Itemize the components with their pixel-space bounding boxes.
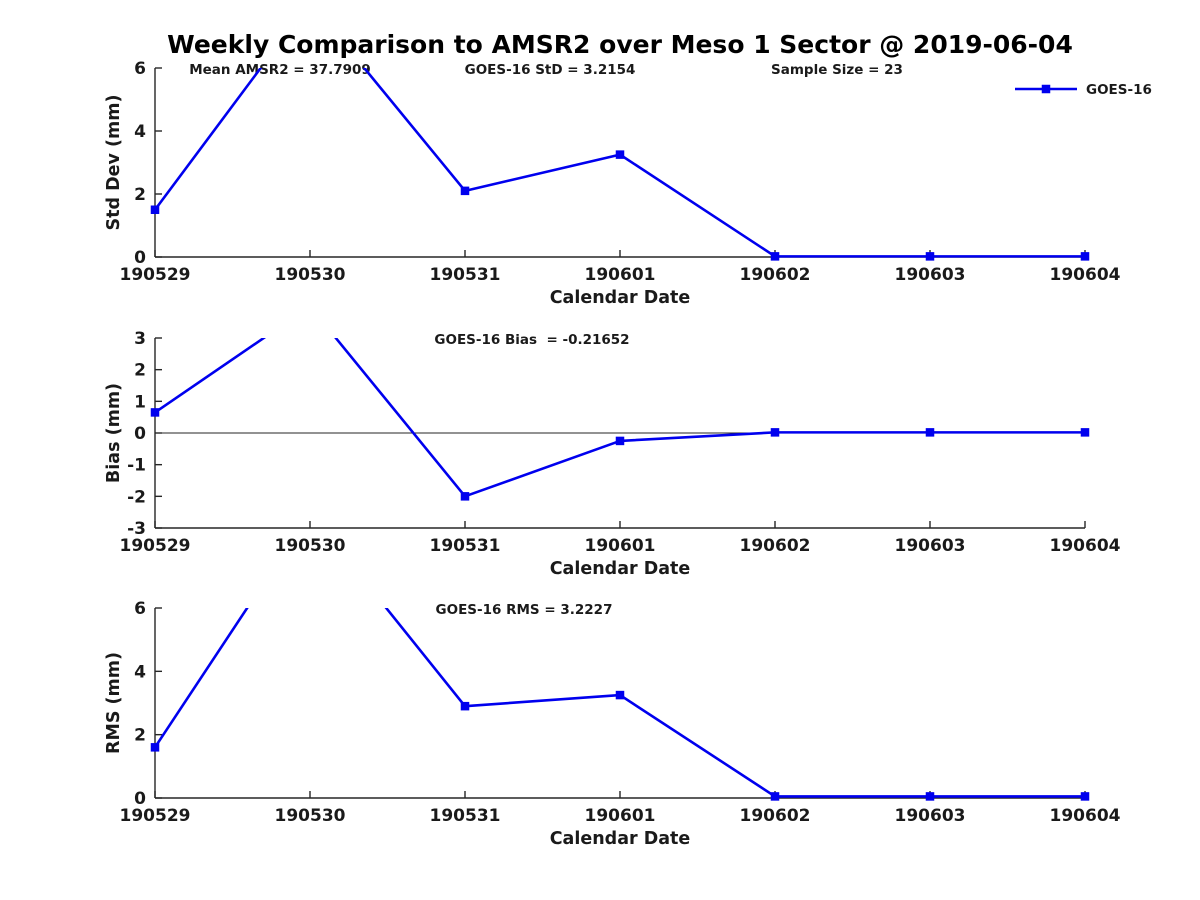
x-tick-label: 190604 <box>1050 265 1121 285</box>
legend-label: GOES-16 <box>1086 82 1152 98</box>
x-tick-label: 190602 <box>740 536 811 556</box>
data-point-marker <box>1080 428 1090 437</box>
x-tick-label: 190601 <box>585 806 656 826</box>
data-point-marker <box>615 690 625 700</box>
y-tick-label: 2 <box>134 185 146 205</box>
y-tick-label: 4 <box>134 122 146 142</box>
x-axis-label: Calendar Date <box>550 829 691 849</box>
y-tick-label: -2 <box>127 487 146 507</box>
x-tick-label: 190601 <box>585 536 656 556</box>
y-tick-label: -1 <box>127 456 146 476</box>
data-point-marker <box>150 408 160 417</box>
y-tick-label: 0 <box>134 789 146 809</box>
y-tick-label: 4 <box>134 662 146 682</box>
data-point-marker <box>925 252 935 261</box>
x-tick-label: 190529 <box>120 536 191 556</box>
y-tick-label: -3 <box>127 519 146 539</box>
x-tick-label: 190604 <box>1050 806 1121 826</box>
x-tick-label: 190531 <box>430 806 501 826</box>
stat-annotation: GOES-16 StD = 3.2154 <box>465 62 636 78</box>
data-point-marker <box>460 492 470 501</box>
data-point-marker <box>615 436 625 446</box>
x-tick-label: 190530 <box>275 806 346 826</box>
x-axis-label: Calendar Date <box>550 288 691 308</box>
x-tick-label: 190601 <box>585 265 656 285</box>
data-point-marker <box>925 428 935 437</box>
data-line <box>153 68 1085 258</box>
x-tick-label: 190531 <box>430 265 501 285</box>
y-axis-label: Bias (mm) <box>104 383 124 483</box>
data-point-marker <box>460 186 470 196</box>
x-tick-label: 190604 <box>1050 536 1121 556</box>
y-tick-label: 2 <box>134 726 146 746</box>
data-point-marker <box>1080 252 1090 261</box>
x-tick-label: 190529 <box>120 806 191 826</box>
y-axis-label: RMS (mm) <box>104 652 124 754</box>
x-tick-label: 190529 <box>120 265 191 285</box>
data-point-marker <box>615 150 625 159</box>
y-tick-label: 0 <box>134 424 146 444</box>
x-axis-label: Calendar Date <box>550 559 691 579</box>
data-point-marker <box>925 792 935 801</box>
y-tick-label: 6 <box>134 59 146 79</box>
y-tick-label: 6 <box>134 599 146 619</box>
x-tick-label: 190531 <box>430 536 501 556</box>
data-point-marker <box>770 252 780 261</box>
stat-annotation: Sample Size = 23 <box>771 62 903 78</box>
data-point-marker <box>460 701 470 711</box>
x-tick-label: 190602 <box>740 806 811 826</box>
y-tick-label: 2 <box>134 361 146 381</box>
y-axis-label: Std Dev (mm) <box>104 95 124 231</box>
data-point-marker <box>770 792 780 801</box>
x-tick-label: 190603 <box>895 536 966 556</box>
x-tick-label: 190530 <box>275 536 346 556</box>
figure-title: Weekly Comparison to AMSR2 over Meso 1 S… <box>167 30 1073 59</box>
x-tick-label: 190603 <box>895 265 966 285</box>
x-tick-label: 190603 <box>895 806 966 826</box>
y-tick-label: 0 <box>134 248 146 268</box>
y-tick-label: 1 <box>134 392 146 412</box>
data-point-marker <box>150 743 160 752</box>
data-point-marker <box>1080 792 1090 801</box>
stat-annotation: Mean AMSR2 = 37.7909 <box>189 62 371 78</box>
x-tick-label: 190602 <box>740 265 811 285</box>
stat-annotation: GOES-16 RMS = 3.2227 <box>436 602 613 618</box>
y-tick-label: 3 <box>134 329 146 349</box>
legend-marker <box>1041 84 1051 94</box>
x-tick-label: 190530 <box>275 265 346 285</box>
data-point-marker <box>150 205 160 214</box>
stat-annotation: GOES-16 Bias = -0.21652 <box>434 332 629 348</box>
data-point-marker <box>770 428 780 437</box>
